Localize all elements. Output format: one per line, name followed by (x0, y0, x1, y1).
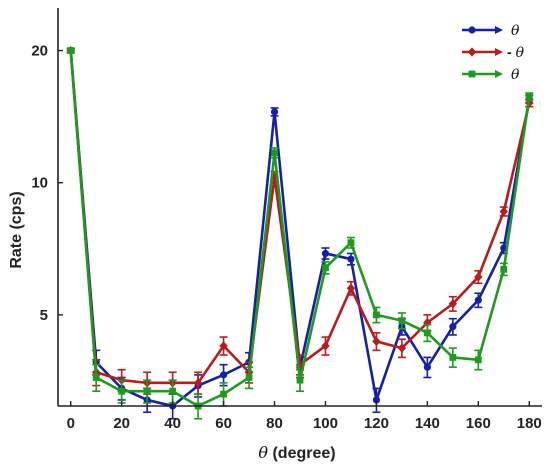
diamond-marker (219, 341, 228, 351)
diamond-marker (397, 343, 407, 353)
legend-label: θ (511, 23, 520, 39)
axes (57, 8, 542, 407)
x-tick-label: 20 (113, 415, 130, 432)
tick-labels: 0 20 40 60 80 100 120 140 160 180 5 10 20 (31, 43, 541, 432)
square-marker (347, 239, 355, 247)
square-marker (92, 374, 100, 381)
x-axis-title: θ (degree) (258, 443, 335, 462)
circle-marker (468, 26, 476, 34)
legend-label-symbol: θ (511, 23, 520, 39)
square-marker (118, 387, 126, 395)
square-marker (423, 329, 431, 337)
legend-item: - θ (462, 44, 525, 61)
x-tick-label: 100 (313, 415, 338, 432)
circle-marker (474, 296, 482, 304)
diamond-marker (448, 299, 458, 309)
legend-arrow-icon (495, 26, 503, 34)
x-tick-label: 80 (266, 415, 283, 432)
y-tick-label: 20 (31, 43, 48, 60)
diamond-marker (499, 206, 508, 217)
square-marker (500, 265, 508, 273)
x-tick-label: 0 (67, 415, 75, 432)
circle-marker (449, 323, 457, 331)
y-tick-label: 5 (40, 307, 48, 324)
legend-item: θ (462, 23, 520, 39)
circle-marker (270, 108, 279, 116)
x-tick-label: 140 (415, 415, 440, 432)
y-axis-title: Rate (cps) (8, 191, 25, 268)
circle-marker (321, 249, 330, 258)
circle-marker (372, 396, 381, 404)
x-tick-label: 160 (466, 415, 491, 432)
diamond-marker (467, 47, 477, 57)
series-line (69, 50, 531, 408)
square-marker (525, 93, 533, 101)
legend-label-symbol: θ (516, 45, 525, 61)
square-marker (220, 390, 227, 398)
diamond-marker (193, 378, 203, 388)
square-marker (468, 70, 476, 78)
series-line (69, 50, 531, 385)
series-group (66, 45, 534, 420)
diamond-marker (346, 283, 356, 293)
legend-item: θ (462, 67, 520, 83)
diamond-marker (474, 272, 483, 282)
legend-label: θ (511, 67, 520, 83)
square-marker (245, 374, 253, 381)
x-tick-label: 60 (215, 415, 232, 432)
legend-label: - θ (507, 44, 525, 61)
x-tick-label: 180 (517, 415, 542, 432)
square-marker (398, 317, 406, 325)
square-marker (322, 264, 329, 272)
diamond-marker (321, 341, 330, 351)
x-axis-title-text: (degree) (268, 445, 336, 462)
circle-marker (423, 363, 431, 371)
series-2 (66, 45, 534, 395)
y-tick-label: 10 (31, 175, 48, 192)
square-marker (271, 149, 278, 157)
square-marker (169, 387, 177, 395)
square-marker (67, 47, 75, 54)
square-marker (373, 311, 380, 319)
diamond-marker (372, 336, 381, 347)
legend-arrow-icon (495, 48, 503, 56)
square-marker (449, 354, 457, 361)
series-line (69, 50, 531, 408)
circle-marker (219, 371, 228, 379)
square-marker (143, 387, 151, 395)
x-axis-title-symbol: θ (258, 443, 268, 462)
legend: θ- θθ (462, 23, 525, 83)
legend-label-symbol: θ (511, 67, 520, 83)
legend-arrow-icon (495, 70, 503, 78)
square-marker (296, 376, 304, 384)
x-tick-label: 40 (164, 415, 181, 432)
legend-label-prefix: - (507, 44, 516, 60)
circle-marker (347, 255, 355, 263)
square-marker (474, 356, 482, 364)
x-tick-label: 120 (364, 415, 389, 432)
